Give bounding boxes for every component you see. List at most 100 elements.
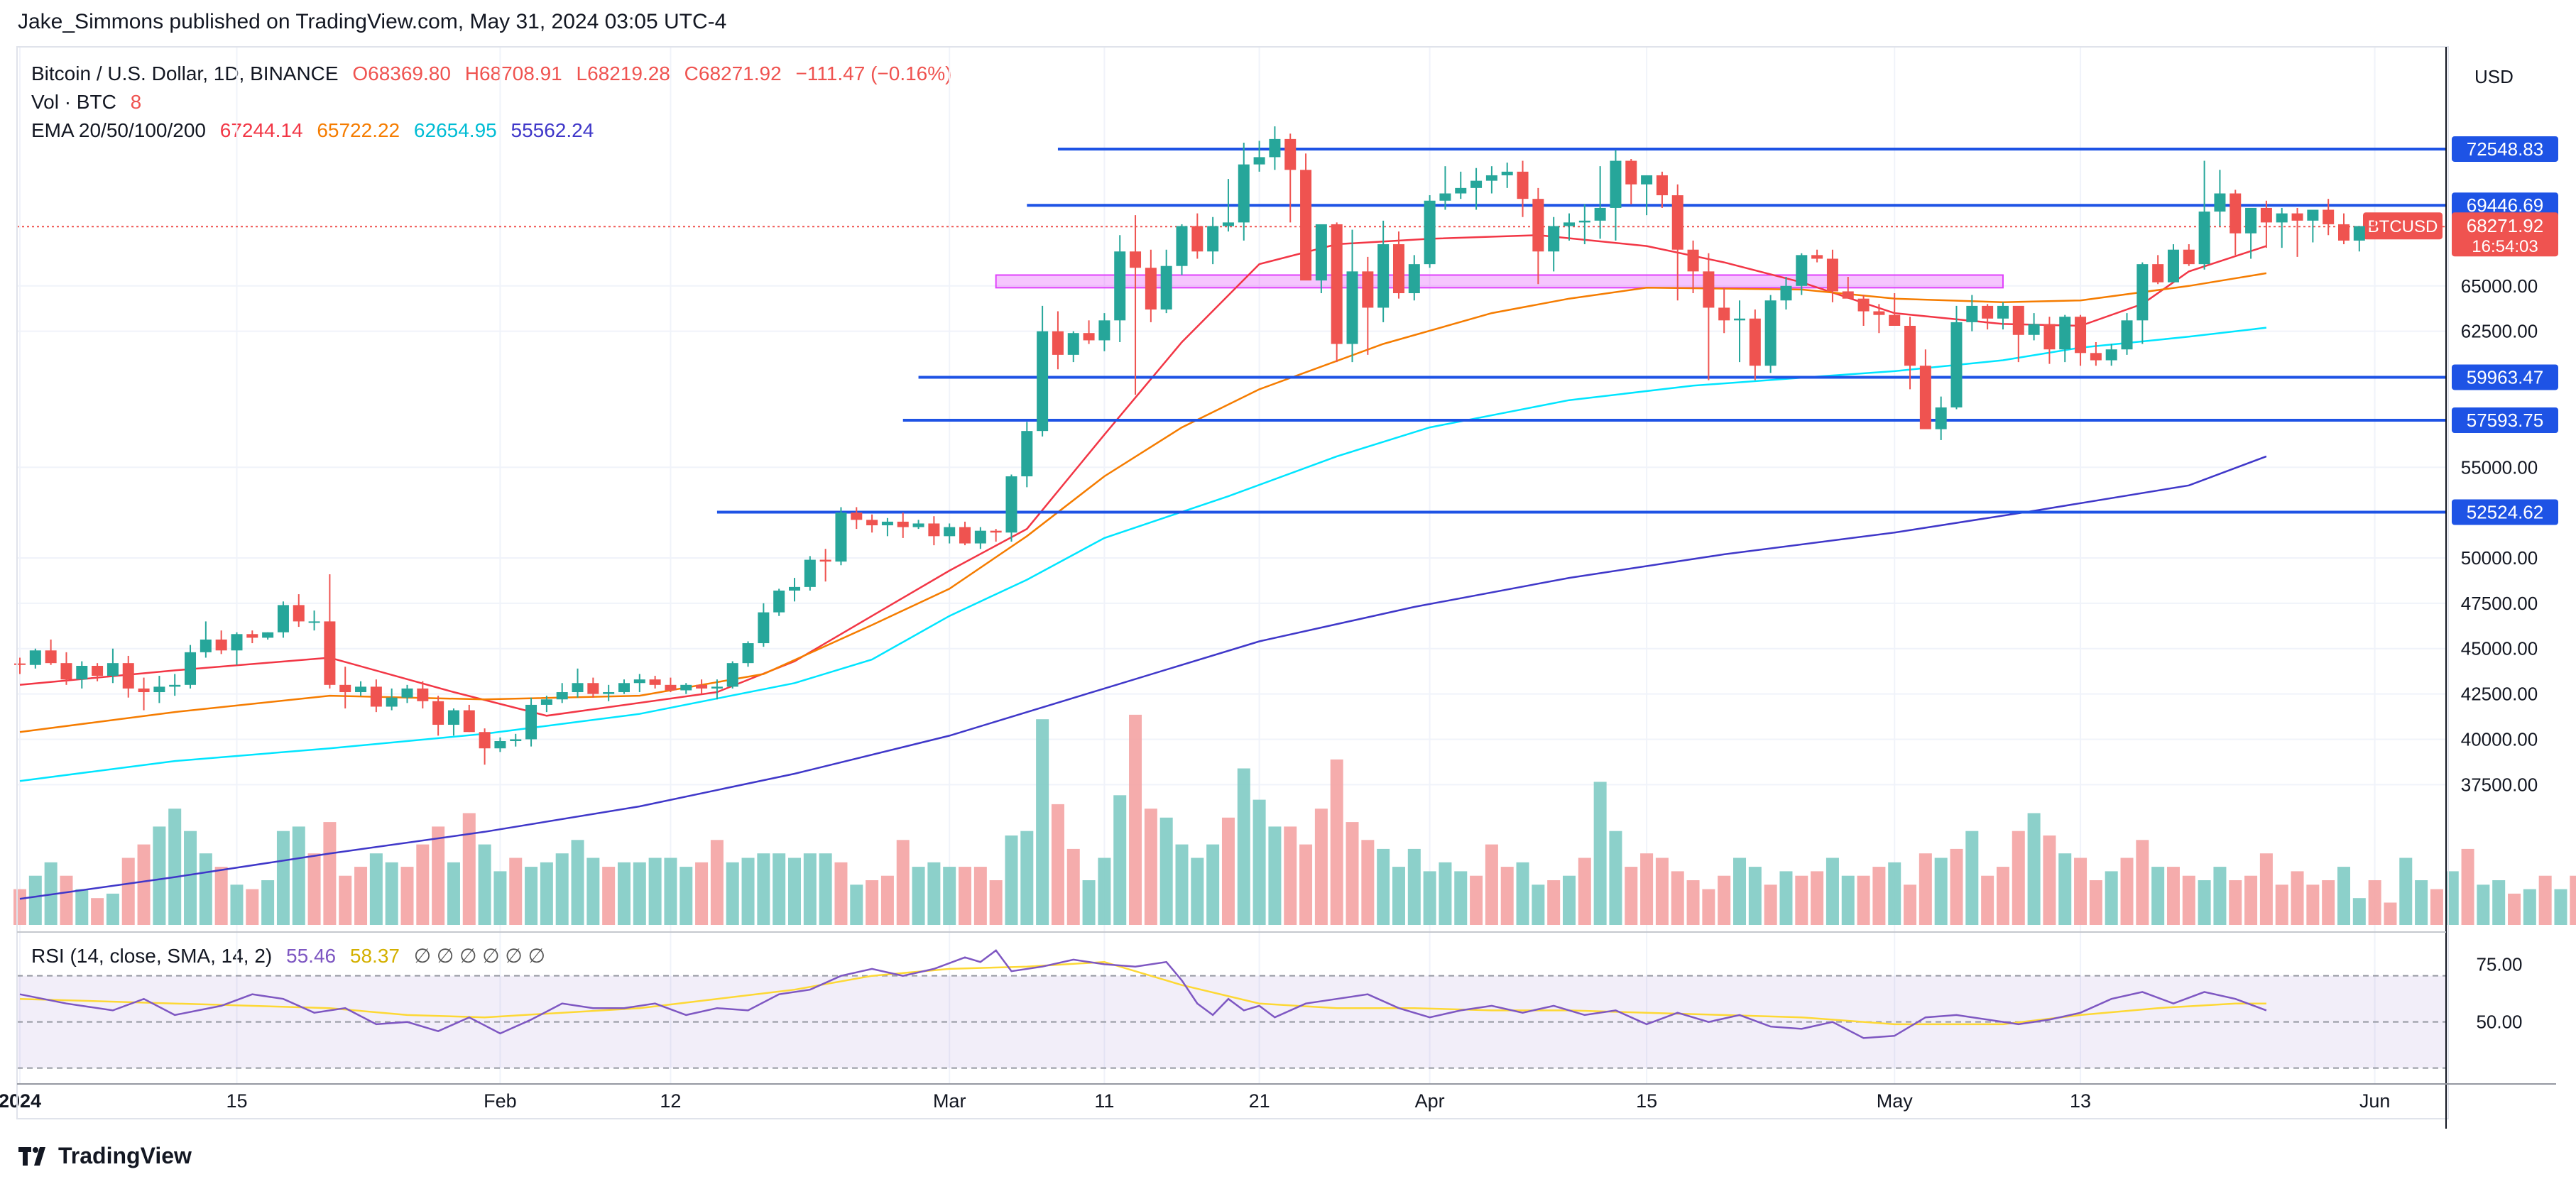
candle-body bbox=[215, 639, 227, 651]
volume-bar bbox=[28, 875, 42, 925]
level-price-tag bbox=[2452, 499, 2558, 525]
candle-body bbox=[1455, 187, 1467, 194]
candle-body bbox=[1548, 226, 1560, 252]
volume-bar bbox=[773, 853, 786, 925]
volume-bar bbox=[2012, 831, 2025, 925]
volume-bar bbox=[1811, 871, 1824, 925]
candle-body bbox=[1501, 171, 1513, 175]
volume-bar bbox=[2229, 880, 2242, 925]
candle-body bbox=[510, 739, 522, 742]
candle-body bbox=[1594, 207, 1606, 221]
volume-bar bbox=[2166, 867, 2180, 925]
ema-layer bbox=[19, 234, 2267, 900]
volume-bar bbox=[1237, 768, 1250, 925]
rsi-tick-label: 50.00 bbox=[2476, 1012, 2522, 1033]
price-change: −111.47 (−0.16%) bbox=[795, 62, 952, 84]
ema20-line bbox=[19, 234, 2267, 717]
candle-body bbox=[1238, 164, 1250, 223]
candle-body bbox=[370, 686, 382, 707]
candle-body bbox=[1377, 244, 1390, 308]
candle-body bbox=[1052, 331, 1064, 355]
candle-body bbox=[835, 513, 847, 562]
candle-body bbox=[92, 665, 104, 676]
volume-bar bbox=[1314, 809, 1328, 925]
volume-bar bbox=[1175, 844, 1189, 925]
zone-layer bbox=[995, 274, 2004, 289]
candle-body bbox=[463, 710, 475, 733]
candle-body bbox=[1331, 224, 1343, 344]
volume-bar bbox=[432, 826, 445, 925]
volume-bar bbox=[959, 867, 972, 925]
candle-body bbox=[401, 688, 413, 698]
candle-body bbox=[742, 643, 754, 664]
candle-body bbox=[107, 663, 119, 676]
volume-bar bbox=[726, 862, 739, 925]
volume-bar bbox=[2259, 853, 2273, 925]
candle-body bbox=[60, 663, 72, 680]
volume-bar bbox=[2461, 848, 2474, 925]
candle-body bbox=[2183, 249, 2195, 265]
symbol-legend: Bitcoin / U.S. Dollar, 1D, BINANCE O6836… bbox=[31, 62, 960, 85]
volume-bar bbox=[1795, 875, 1808, 925]
candle-body bbox=[76, 665, 88, 680]
time-tick-label: Apr bbox=[1415, 1090, 1445, 1112]
candle-body bbox=[2323, 209, 2335, 224]
candle-body bbox=[2276, 213, 2288, 223]
volume-bar bbox=[540, 862, 553, 925]
volume-bar bbox=[1609, 831, 1622, 925]
price-tick-label: 50000.00 bbox=[2461, 547, 2538, 569]
volume-bar bbox=[1872, 867, 1886, 925]
ohlc-low: L68219.28 bbox=[576, 62, 670, 84]
volume-bar bbox=[1640, 853, 1654, 925]
candle-body bbox=[525, 704, 537, 740]
volume-bar bbox=[2337, 867, 2350, 925]
candle-body bbox=[1842, 291, 1854, 299]
volume-bar bbox=[2554, 889, 2567, 925]
volume-bar bbox=[1377, 848, 1390, 925]
candle-body bbox=[1315, 224, 1327, 281]
candle-body bbox=[324, 621, 336, 685]
candle-body bbox=[308, 621, 320, 623]
candle-body bbox=[1517, 171, 1529, 199]
volume-value: 8 bbox=[130, 91, 142, 113]
candle-body bbox=[479, 732, 491, 749]
volume-bar bbox=[1268, 826, 1282, 925]
volume-bar bbox=[1129, 714, 1142, 925]
price-tick-label: 45000.00 bbox=[2461, 638, 2538, 659]
candle-body bbox=[1578, 220, 1590, 223]
candle-body bbox=[804, 559, 816, 587]
candle-body bbox=[1005, 476, 1017, 533]
volume-bar bbox=[1888, 862, 1901, 925]
candle-body bbox=[2090, 353, 2102, 361]
price-tick-label: 37500.00 bbox=[2461, 774, 2538, 795]
ohlc-close: C68271.92 bbox=[684, 62, 782, 84]
volume-bar bbox=[1825, 857, 1839, 925]
candle-body bbox=[432, 701, 444, 725]
volume-bar bbox=[571, 840, 584, 925]
candle-body bbox=[773, 590, 785, 613]
volume-bar bbox=[989, 880, 1003, 925]
volume-bar bbox=[230, 884, 244, 925]
rsi-empty-values: ∅ ∅ ∅ ∅ ∅ ∅ bbox=[413, 945, 545, 967]
time-tick-label: 15 bbox=[226, 1090, 247, 1112]
candle-body bbox=[494, 741, 506, 749]
price-tick-label: 47500.00 bbox=[2461, 593, 2538, 614]
candle-body bbox=[1021, 431, 1033, 477]
time-tick-label: 12 bbox=[660, 1090, 681, 1112]
price-tick-label: 42500.00 bbox=[2461, 684, 2538, 705]
price-tick-label: 65000.00 bbox=[2461, 275, 2538, 297]
candle-body bbox=[2245, 207, 2257, 234]
tradingview-logo[interactable]: TradingView bbox=[18, 1143, 192, 1169]
ema20-value: 67244.14 bbox=[219, 119, 303, 141]
time-tick-label: 11 bbox=[1094, 1090, 1114, 1112]
volume-bar bbox=[1036, 719, 1049, 925]
volume-bar bbox=[1005, 835, 1018, 925]
time-tick-label: Feb bbox=[484, 1090, 517, 1112]
candle-body bbox=[1269, 138, 1281, 158]
candle-body bbox=[200, 639, 212, 652]
candle-body bbox=[1176, 226, 1188, 266]
candle-body bbox=[1532, 199, 1544, 252]
candle-body bbox=[2214, 193, 2226, 212]
candle-body bbox=[1253, 157, 1265, 165]
